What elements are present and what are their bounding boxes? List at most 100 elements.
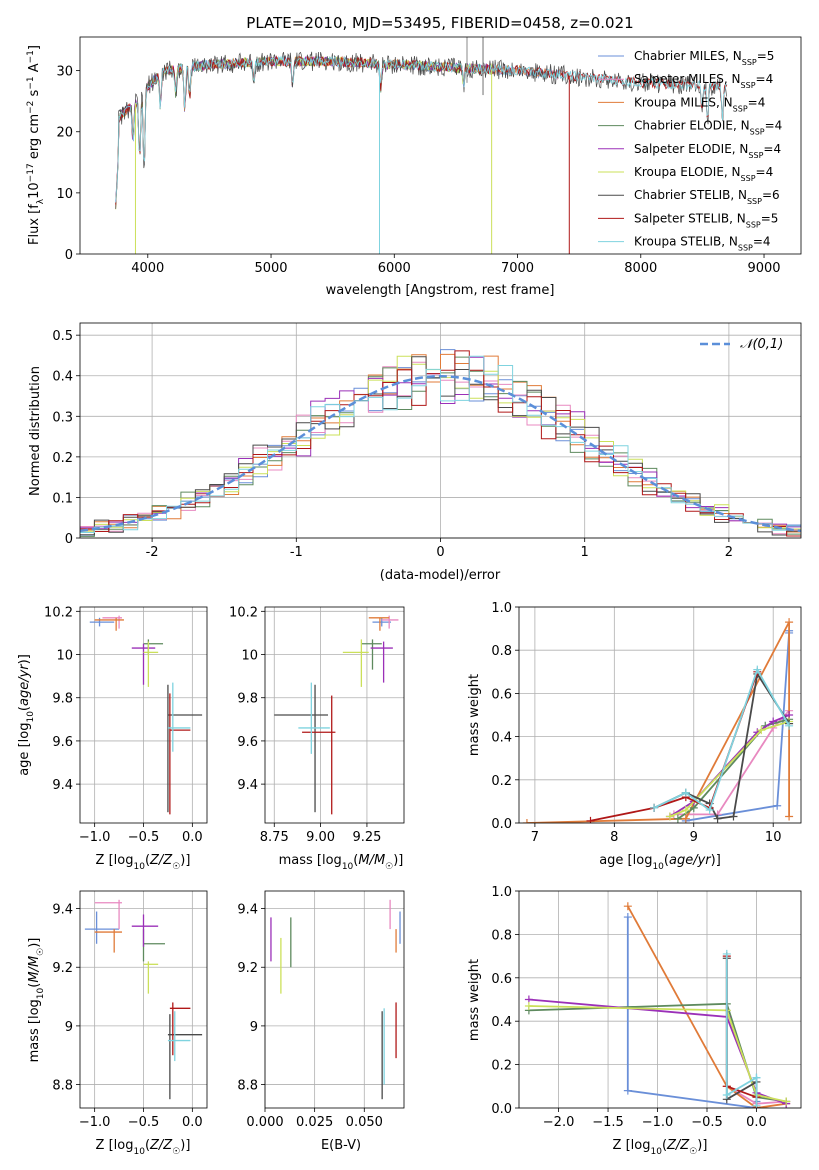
residuals-panel: -2 -1 0 1 2 0 0.1 0.2 0.3 0.4 0.5 bbox=[52, 322, 802, 560]
series-line bbox=[650, 665, 794, 815]
y-tick-label: 0.2 bbox=[491, 1059, 512, 1074]
legend-entry: Chabrier ELODIE, NSSP=4 bbox=[634, 119, 782, 137]
y-tick-label: 0.4 bbox=[491, 731, 512, 746]
x-tick-label: −1.5 bbox=[592, 1115, 624, 1130]
y-tick-label: 9 bbox=[250, 1020, 258, 1035]
series-line bbox=[665, 717, 794, 821]
x-tick-label: -1 bbox=[290, 545, 303, 560]
x-tick-label: 8000 bbox=[624, 261, 657, 276]
x-axis-label: Z [log10(Z/Z☉)] bbox=[96, 853, 191, 872]
y-tick-label: 10.2 bbox=[44, 605, 73, 620]
x-tick-label: 0.0 bbox=[182, 830, 203, 845]
gaussian-curve bbox=[80, 374, 801, 533]
x-tick-label: −0.5 bbox=[691, 1115, 723, 1130]
errorbar-point bbox=[169, 1002, 191, 1056]
errorbar-point bbox=[143, 961, 159, 994]
errorbar-point bbox=[167, 684, 203, 813]
x-axis-label: Z [log10(Z/Z☉)] bbox=[96, 1138, 191, 1157]
data-point bbox=[522, 819, 531, 823]
errorbar-point bbox=[298, 682, 330, 754]
data-point bbox=[769, 717, 778, 726]
series-line bbox=[522, 618, 794, 823]
legend-entry: 𝒩(0,1) bbox=[740, 337, 783, 352]
series-line bbox=[586, 667, 762, 823]
y-tick-label: 10 bbox=[56, 187, 73, 202]
x-tick-label: 9.00 bbox=[306, 830, 335, 845]
spectrum-line bbox=[115, 55, 728, 203]
errorbar-point bbox=[167, 1011, 191, 1062]
data-point bbox=[623, 1086, 632, 1095]
y-tick-label: 8.8 bbox=[52, 1079, 73, 1094]
axes-frame bbox=[518, 890, 802, 1109]
errorbar-point bbox=[370, 641, 393, 683]
x-tick-label: 8.75 bbox=[260, 830, 289, 845]
x-tick-label: 9.25 bbox=[352, 830, 381, 845]
data-point bbox=[722, 1090, 731, 1099]
data-point bbox=[673, 814, 682, 823]
residuals-plot-area bbox=[80, 349, 801, 537]
axes-frame bbox=[264, 606, 405, 824]
y-tick-label: 9.4 bbox=[237, 903, 258, 918]
series-line bbox=[722, 949, 761, 1108]
errorbar-point bbox=[94, 899, 123, 930]
x-tick-label: 2 bbox=[725, 545, 733, 560]
errorbar-point bbox=[94, 617, 124, 631]
series-path bbox=[627, 905, 787, 1108]
y-tick-label: 0.6 bbox=[491, 687, 512, 702]
errorbar-point bbox=[167, 1014, 203, 1100]
y-tick-label: 10 bbox=[241, 649, 258, 664]
mass_vs_Z-plot-area bbox=[84, 899, 203, 1100]
y-tick-label: 30 bbox=[56, 65, 73, 80]
mass_vs_EBV-plot-area bbox=[270, 899, 401, 1100]
x-tick-label: −1.0 bbox=[79, 1115, 111, 1130]
data-point bbox=[650, 803, 659, 812]
data-point bbox=[722, 949, 731, 958]
data-point bbox=[785, 812, 794, 821]
x-axis-label: E(B-V) bbox=[321, 1138, 361, 1153]
data-point bbox=[623, 913, 632, 922]
y-tick-label: 9.4 bbox=[52, 778, 73, 793]
data-point bbox=[729, 812, 738, 821]
x-tick-label: 0.025 bbox=[296, 1115, 333, 1130]
series-path bbox=[673, 710, 790, 816]
data-point bbox=[681, 814, 690, 823]
age_vs_mass-plot-area bbox=[274, 615, 399, 815]
x-tick-label: 10 bbox=[765, 830, 782, 845]
legend-entry: Kroupa ELODIE, NSSP=4 bbox=[634, 165, 773, 183]
x-tick-label: 9 bbox=[690, 830, 698, 845]
legend: 𝒩(0,1) bbox=[700, 337, 783, 352]
axes-frame bbox=[79, 36, 802, 255]
data-point bbox=[524, 1002, 533, 1011]
massweight_vs_age-plot-area bbox=[522, 618, 794, 823]
legend: Chabrier MILES, NSSP=5 Salpeter MILES, NS… bbox=[598, 49, 782, 252]
data-point bbox=[752, 1101, 761, 1108]
massweight_vs_age-panel: 7 8 9 10 0.0 0.2 0.4 0.6 0.8 1.0 bbox=[491, 601, 802, 845]
legend-entry: Chabrier MILES, NSSP=5 bbox=[634, 49, 774, 67]
mass_vs_Z-panel: −1.0 −0.5 0.0 8.8 9 9.2 9.4 bbox=[52, 890, 208, 1130]
x-tick-label: 0 bbox=[436, 545, 444, 560]
y-tick-label: 1.0 bbox=[491, 885, 512, 900]
y-tick-label: 0.5 bbox=[52, 329, 73, 344]
y-tick-label: 0.0 bbox=[491, 1102, 512, 1117]
data-point bbox=[782, 1097, 791, 1106]
series-path bbox=[528, 1005, 787, 1103]
y-tick-label: 0.4 bbox=[491, 1015, 512, 1030]
y-axis-label: mass weight bbox=[467, 959, 482, 1041]
massweight_vs_Z-panel: −2.0 −1.5 −1.0 −0.5 0.0 0.0 0.2 0.4 0.6 0.8 1.0 bbox=[491, 885, 802, 1130]
x-tick-label: 0.050 bbox=[346, 1115, 383, 1130]
errorbar-point bbox=[131, 643, 156, 685]
data-point bbox=[713, 814, 722, 823]
y-tick-label: 10 bbox=[56, 649, 73, 664]
y-tick-label: 9.2 bbox=[52, 961, 73, 976]
x-tick-label: 8 bbox=[610, 830, 618, 845]
y-tick-label: 0.4 bbox=[52, 370, 73, 385]
series-path bbox=[653, 667, 790, 812]
errorbar-point bbox=[84, 911, 120, 944]
series-path bbox=[626, 917, 758, 1108]
series-path bbox=[725, 953, 758, 1106]
x-tick-label: 4000 bbox=[131, 261, 164, 276]
errorbar-point bbox=[94, 929, 123, 953]
x-tick-label: 6000 bbox=[378, 261, 411, 276]
errorbar-point bbox=[302, 695, 336, 815]
y-tick-label: 0 bbox=[65, 532, 73, 547]
